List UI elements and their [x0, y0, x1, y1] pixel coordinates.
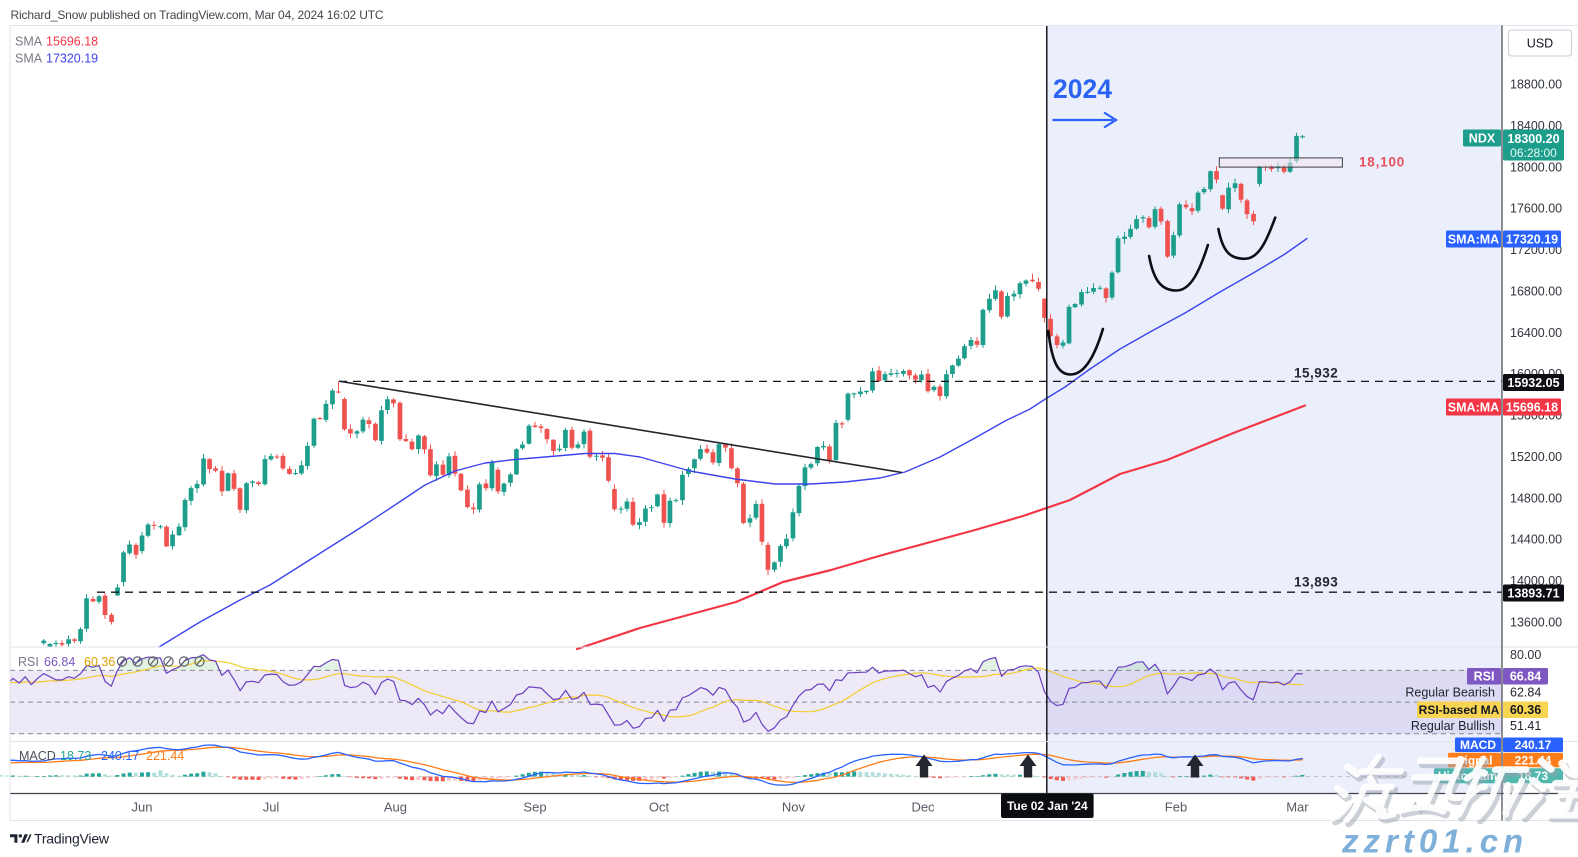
- svg-text:13,893: 13,893: [1294, 575, 1338, 590]
- svg-text:Regular Bullish: Regular Bullish: [1411, 719, 1495, 733]
- svg-text:15696.18: 15696.18: [46, 35, 98, 49]
- svg-text:Richard_Snow published on Trad: Richard_Snow published on TradingView.co…: [11, 8, 384, 22]
- svg-text:RSI-based MA: RSI-based MA: [1419, 703, 1500, 717]
- svg-text:60.36: 60.36: [84, 655, 115, 669]
- svg-text:13893.71: 13893.71: [1507, 586, 1559, 600]
- svg-text:Sep: Sep: [523, 800, 546, 815]
- svg-text:221.44: 221.44: [146, 749, 184, 763]
- svg-text:66.84: 66.84: [1510, 670, 1541, 684]
- svg-text:Jul: Jul: [263, 800, 280, 815]
- svg-text:240.17: 240.17: [101, 749, 139, 763]
- svg-text:17320.19: 17320.19: [46, 52, 98, 66]
- svg-text:51.41: 51.41: [1510, 719, 1541, 733]
- svg-text:RSI: RSI: [18, 655, 39, 669]
- svg-text:17320.19: 17320.19: [1506, 232, 1558, 246]
- svg-text:Dec: Dec: [911, 800, 935, 815]
- svg-text:18.73: 18.73: [60, 749, 91, 763]
- svg-text:Aug: Aug: [384, 800, 407, 815]
- svg-text:15932.05: 15932.05: [1507, 376, 1559, 390]
- svg-text:Jun: Jun: [132, 800, 153, 815]
- svg-text:SMA: SMA: [15, 52, 43, 66]
- svg-text:RSI: RSI: [1474, 670, 1495, 684]
- svg-text:13600.00: 13600.00: [1510, 616, 1562, 630]
- svg-text:18800.00: 18800.00: [1510, 78, 1562, 92]
- svg-text:14800.00: 14800.00: [1510, 491, 1562, 505]
- svg-text:16800.00: 16800.00: [1510, 284, 1562, 298]
- svg-text:Nov: Nov: [782, 800, 806, 815]
- svg-text:66.84: 66.84: [44, 655, 75, 669]
- svg-text:SMA: SMA: [15, 35, 43, 49]
- svg-text:NDX: NDX: [1469, 131, 1496, 145]
- svg-text:18300.20: 18300.20: [1507, 132, 1559, 146]
- svg-text:16400.00: 16400.00: [1510, 326, 1562, 340]
- svg-text:zzrt01.cn: zzrt01.cn: [1341, 823, 1528, 857]
- svg-text:240.17: 240.17: [1515, 738, 1552, 752]
- svg-text:15696.18: 15696.18: [1506, 400, 1558, 414]
- svg-text:TradingView: TradingView: [34, 830, 110, 846]
- svg-text:15200.00: 15200.00: [1510, 450, 1562, 464]
- svg-text:18000.00: 18000.00: [1510, 160, 1562, 174]
- svg-text:Mar: Mar: [1286, 800, 1309, 815]
- svg-text:17600.00: 17600.00: [1510, 202, 1562, 216]
- svg-text:80.00: 80.00: [1510, 648, 1541, 662]
- svg-text:Feb: Feb: [1165, 800, 1187, 815]
- svg-text:Tue 02 Jan '24: Tue 02 Jan '24: [1007, 799, 1088, 813]
- svg-text:06:28:00: 06:28:00: [1510, 146, 1557, 160]
- svg-text:15,932: 15,932: [1294, 366, 1338, 381]
- svg-text:SMA:MA: SMA:MA: [1448, 400, 1499, 414]
- svg-text:18,100: 18,100: [1359, 155, 1405, 170]
- svg-text:18400.00: 18400.00: [1510, 119, 1562, 133]
- svg-text:SMA:MA: SMA:MA: [1448, 232, 1499, 246]
- svg-text:60.36: 60.36: [1510, 703, 1541, 717]
- svg-text:USD: USD: [1527, 37, 1553, 51]
- svg-text:Regular Bearish: Regular Bearish: [1405, 686, 1495, 700]
- svg-text:14400.00: 14400.00: [1510, 533, 1562, 547]
- svg-text:MACD: MACD: [19, 749, 56, 763]
- svg-text:62.84: 62.84: [1510, 686, 1541, 700]
- svg-text:MACD: MACD: [1460, 738, 1496, 752]
- svg-text:2024: 2024: [1053, 74, 1112, 104]
- svg-text:Oct: Oct: [649, 800, 670, 815]
